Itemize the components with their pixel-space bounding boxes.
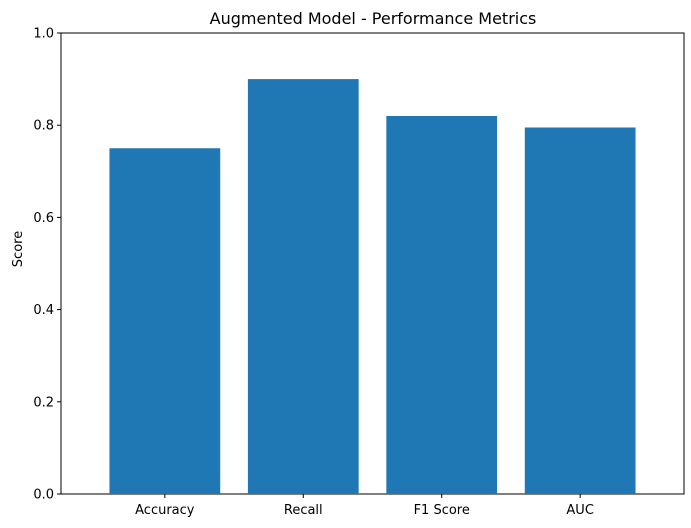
bars [109,79,636,494]
bar-recall [247,79,359,494]
bar-accuracy [109,148,221,494]
y-tick-label: 0.6 [33,211,54,226]
bar-auc [524,127,636,494]
x-tick-label: AUC [566,503,594,518]
x-axis: Accuracy Recall F1 Score AUC [135,494,594,518]
y-tick-label: 0.8 [33,119,54,134]
y-tick-label: 0.2 [33,395,54,410]
x-tick-label: Accuracy [135,503,195,518]
y-tick-label: 0.0 [33,488,54,503]
chart-title: Augmented Model - Performance Metrics [210,9,537,28]
y-axis: 0.0 0.2 0.4 0.6 0.8 1.0 [33,27,61,503]
x-tick-label: Recall [284,503,323,518]
x-tick-label: F1 Score [414,503,470,518]
y-tick-label: 0.4 [33,303,54,318]
plot-frame [60,32,685,495]
plot-area [60,32,685,495]
y-tick-label: 1.0 [33,27,54,42]
y-axis-label: Score [11,231,26,267]
bar-f1-score [386,115,498,494]
